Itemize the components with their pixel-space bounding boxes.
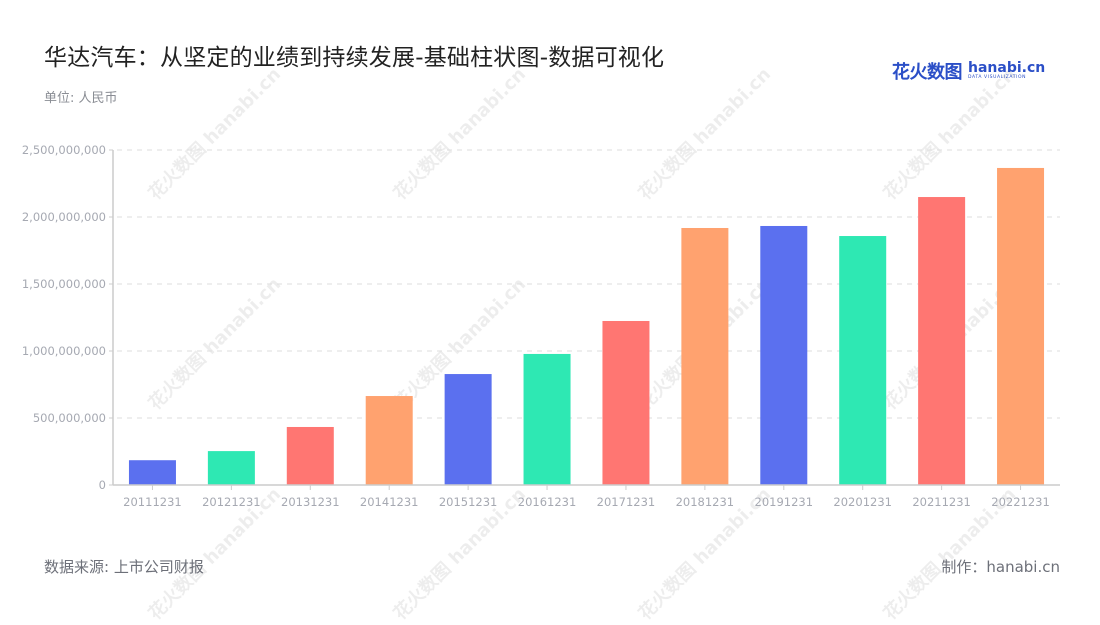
bar[interactable] <box>997 167 1045 485</box>
bars <box>128 167 1045 485</box>
brand-logo: 花火数图 hanabi.cn DATA VISUALIZATION <box>892 58 1045 84</box>
grid-lines <box>117 149 1060 419</box>
x-axis: 20111231 20121231 20131231 20141231 20151231… <box>113 484 1060 509</box>
x-tick-label: 20201231 <box>833 495 892 509</box>
credit: 制作：hanabi.cn <box>941 558 1060 576</box>
bar[interactable] <box>128 460 176 485</box>
bar[interactable] <box>444 374 492 485</box>
y-tick-label: 2,500,000,000 <box>22 143 106 157</box>
x-tick-label: 20161231 <box>518 495 577 509</box>
x-tick-label: 20211231 <box>912 495 971 509</box>
bar[interactable] <box>207 451 255 485</box>
logo-cn-text: 花火数图 <box>892 62 963 83</box>
logo-sub-text: DATA VISUALIZATION <box>968 75 1027 81</box>
bar[interactable] <box>918 197 966 485</box>
x-tick-label: 20111231 <box>123 495 182 509</box>
x-tick-label: 20221231 <box>991 495 1050 509</box>
bar[interactable] <box>365 396 413 485</box>
y-tick-label: 2,000,000,000 <box>22 210 106 224</box>
bar[interactable] <box>286 426 334 485</box>
y-tick-label: 0 <box>99 478 106 492</box>
y-axis: 0 500,000,000 1,000,000,000 1,500,000,000 2,… <box>22 143 114 492</box>
bar[interactable] <box>523 353 571 485</box>
x-tick-label: 20171231 <box>597 495 656 509</box>
unit-label: 单位: 人民币 <box>44 91 118 106</box>
bar[interactable] <box>681 227 729 485</box>
y-tick-label: 500,000,000 <box>33 411 106 425</box>
x-tick-label: 20151231 <box>439 495 498 509</box>
bar[interactable] <box>760 225 808 485</box>
logo-en-text: hanabi.cn <box>968 60 1046 77</box>
bar[interactable] <box>839 236 887 485</box>
x-tick-label: 20121231 <box>202 495 261 509</box>
x-tick-label: 20181231 <box>676 495 735 509</box>
bar[interactable] <box>602 320 650 485</box>
y-tick-label: 1,000,000,000 <box>22 344 106 358</box>
x-tick-label: 20141231 <box>360 495 419 509</box>
y-tick-label: 1,500,000,000 <box>22 277 106 291</box>
x-tick-label: 20191231 <box>755 495 814 509</box>
data-source: 数据来源: 上市公司财报 <box>44 558 204 576</box>
x-tick-label: 20131231 <box>281 495 340 509</box>
page-title: 华达汽车：从坚定的业绩到持续发展-基础柱状图-数据可视化 <box>44 45 665 71</box>
logo-en-block: hanabi.cn DATA VISUALIZATION <box>968 61 1045 81</box>
